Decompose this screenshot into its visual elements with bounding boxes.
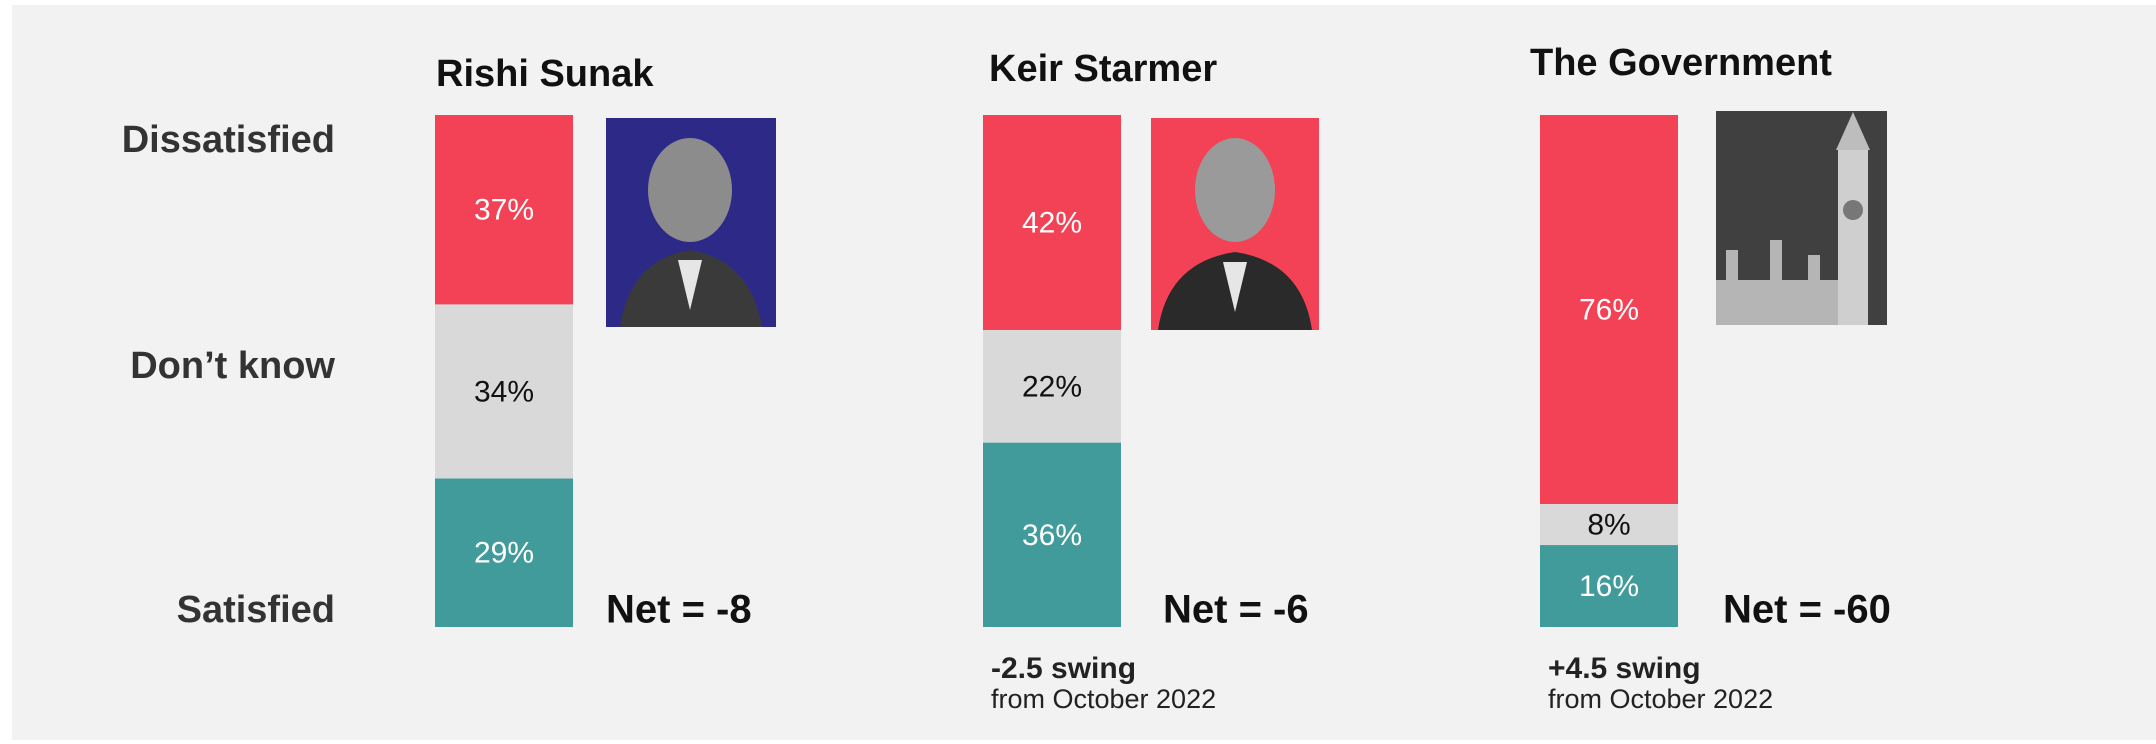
bar-segment <box>435 304 573 479</box>
swing: -2.5 swing <box>991 652 1136 685</box>
chart-title: Rishi Sunak <box>436 53 654 95</box>
swing-note: from October 2022 <box>991 684 1216 714</box>
photo-parliament <box>1716 111 1887 325</box>
row-label: Dissatisfied <box>122 119 335 161</box>
bar-segment <box>1540 504 1678 546</box>
swing: +4.5 swing <box>1548 652 1701 685</box>
data-label: 34% <box>474 375 534 408</box>
row-label: Satisfied <box>177 589 335 631</box>
bar-segment <box>983 330 1121 443</box>
photo-starmer <box>1151 118 1319 330</box>
data-label: 76% <box>1579 293 1639 326</box>
data-label: 16% <box>1579 570 1639 603</box>
chart-title: The Government <box>1530 42 1832 84</box>
bar-segment <box>1540 545 1678 627</box>
bar-segment <box>983 115 1121 331</box>
swing-note: from October 2022 <box>1548 684 1773 714</box>
bar-segment <box>1540 115 1678 505</box>
data-label: 37% <box>474 194 534 227</box>
row-label: Don’t know <box>130 345 335 387</box>
net-annotation: Net = -6 <box>1163 588 1309 632</box>
photo-sunak <box>606 118 776 327</box>
data-label: 8% <box>1587 509 1630 542</box>
bar-segment <box>435 478 573 627</box>
data-label: 22% <box>1022 370 1082 403</box>
chart-title: Keir Starmer <box>989 48 1217 90</box>
net-annotation: Net = -60 <box>1723 588 1891 632</box>
data-label: 42% <box>1022 206 1082 239</box>
data-label: 36% <box>1022 519 1082 552</box>
net-annotation: Net = -8 <box>606 588 752 632</box>
bar-segment <box>983 442 1121 627</box>
bar-segment <box>435 115 573 305</box>
data-label: 29% <box>474 537 534 570</box>
